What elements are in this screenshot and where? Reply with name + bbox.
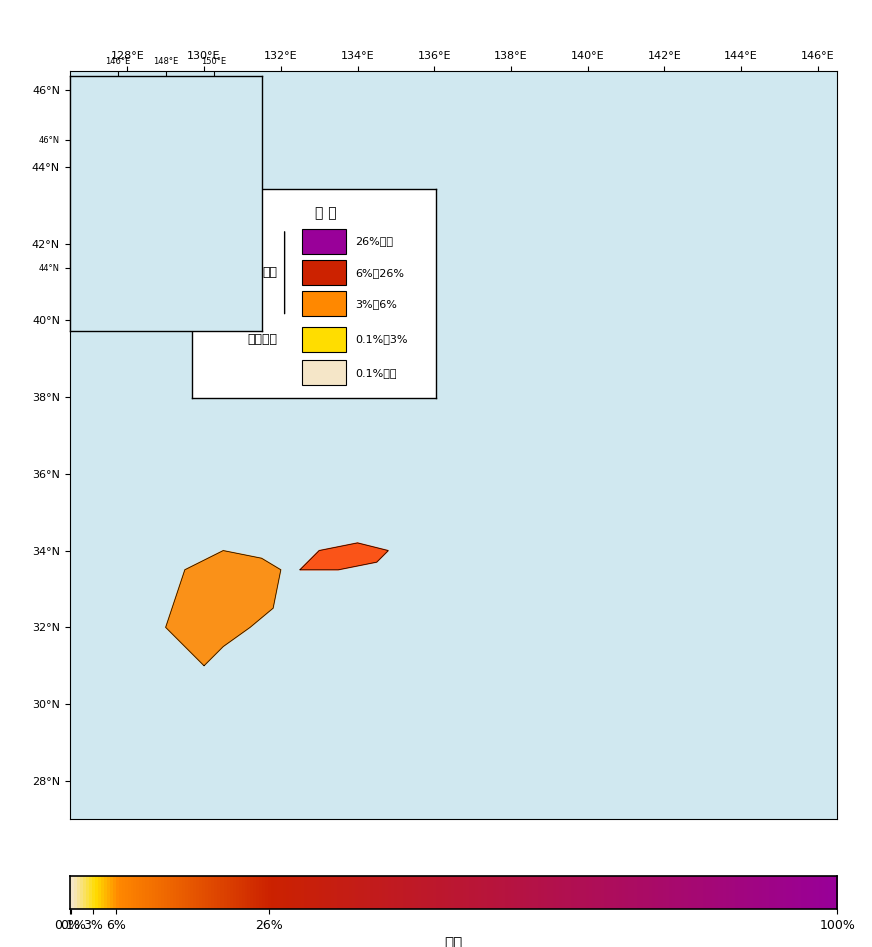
Bar: [302, 327, 345, 352]
Bar: [302, 360, 345, 385]
Text: 3%～6%: 3%～6%: [356, 299, 398, 309]
Text: 26%以上: 26%以上: [356, 237, 393, 246]
Bar: [302, 292, 345, 316]
Polygon shape: [166, 550, 281, 666]
Text: 高い: 高い: [262, 266, 277, 279]
Polygon shape: [300, 543, 388, 570]
Text: 0.1%～3%: 0.1%～3%: [356, 334, 408, 345]
Text: 6%～26%: 6%～26%: [356, 268, 405, 277]
Text: やや高い: やや高い: [248, 333, 277, 346]
X-axis label: 確率: 確率: [445, 936, 462, 947]
Text: 0.1%未満: 0.1%未満: [356, 367, 397, 378]
Bar: [302, 260, 345, 285]
Text: 確 率: 確 率: [316, 206, 337, 220]
Bar: [302, 229, 345, 254]
